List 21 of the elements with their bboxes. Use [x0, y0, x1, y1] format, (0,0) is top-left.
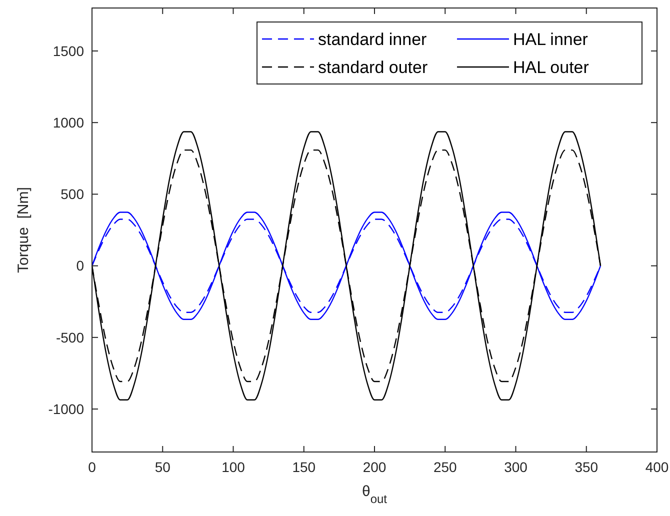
- x-tick-label: 250: [433, 459, 458, 475]
- x-tick-label: 200: [362, 459, 386, 475]
- legend-label: standard inner: [318, 30, 428, 49]
- y-tick-label: 1000: [52, 114, 84, 130]
- y-tick-label: -1000: [48, 400, 84, 417]
- x-tick-label: 0: [88, 459, 96, 475]
- x-tick-label: 350: [574, 459, 598, 475]
- x-tick-label: 150: [292, 459, 316, 475]
- y-tick-label: 1500: [52, 42, 84, 59]
- y-tick-label: 0: [76, 258, 84, 274]
- y-tick-label: -500: [56, 329, 84, 346]
- legend-label: HAL outer: [513, 58, 590, 77]
- legend-label: HAL inner: [513, 30, 588, 49]
- x-tick-label: 300: [504, 459, 528, 475]
- x-tick-label: 100: [222, 459, 246, 475]
- x-tick-label: 50: [154, 459, 171, 475]
- x-axis-title: θ$_{out}$: [362, 483, 388, 506]
- x-tick-label: 400: [645, 459, 669, 475]
- y-tick-label: 500: [60, 186, 84, 202]
- legend-label: standard outer: [318, 58, 428, 77]
- y-axis-title: Torque [Nm]: [15, 187, 32, 273]
